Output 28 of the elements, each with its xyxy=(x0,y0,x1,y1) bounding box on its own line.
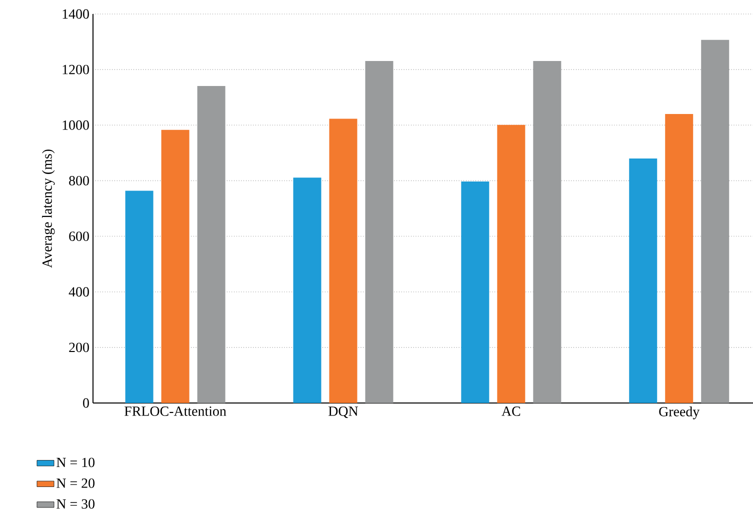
y-tick-label: 200 xyxy=(69,342,89,352)
x-tick-label: FRLOC-Attention xyxy=(124,406,226,416)
bar xyxy=(365,60,394,403)
legend-label: N = 30 xyxy=(56,499,94,509)
bar xyxy=(629,158,658,403)
y-axis-title: Average latency (ms) xyxy=(42,150,55,268)
x-tick-label: Greedy xyxy=(659,406,700,420)
legend-label: N = 10 xyxy=(56,458,94,468)
bar xyxy=(293,178,322,403)
y-tick-label: 800 xyxy=(69,176,89,186)
x-tick-label: DQN xyxy=(328,406,358,418)
bar xyxy=(125,190,154,403)
bar xyxy=(329,118,358,403)
legend-label: N = 20 xyxy=(56,478,94,488)
y-tick-label: 400 xyxy=(68,287,89,297)
x-tick-label: AC xyxy=(502,406,520,416)
y-tick-label: 0 xyxy=(83,398,89,408)
bar xyxy=(665,114,694,403)
bar xyxy=(197,86,226,403)
bar xyxy=(461,182,490,403)
y-tick-label: 1200 xyxy=(62,64,89,74)
bar xyxy=(701,40,730,403)
y-tick-label: 600 xyxy=(69,232,89,241)
y-tick-label: 1000 xyxy=(62,120,89,130)
y-tick-label: 1400 xyxy=(62,9,89,19)
bar xyxy=(161,130,190,403)
bar xyxy=(497,124,526,403)
bar xyxy=(533,60,562,403)
